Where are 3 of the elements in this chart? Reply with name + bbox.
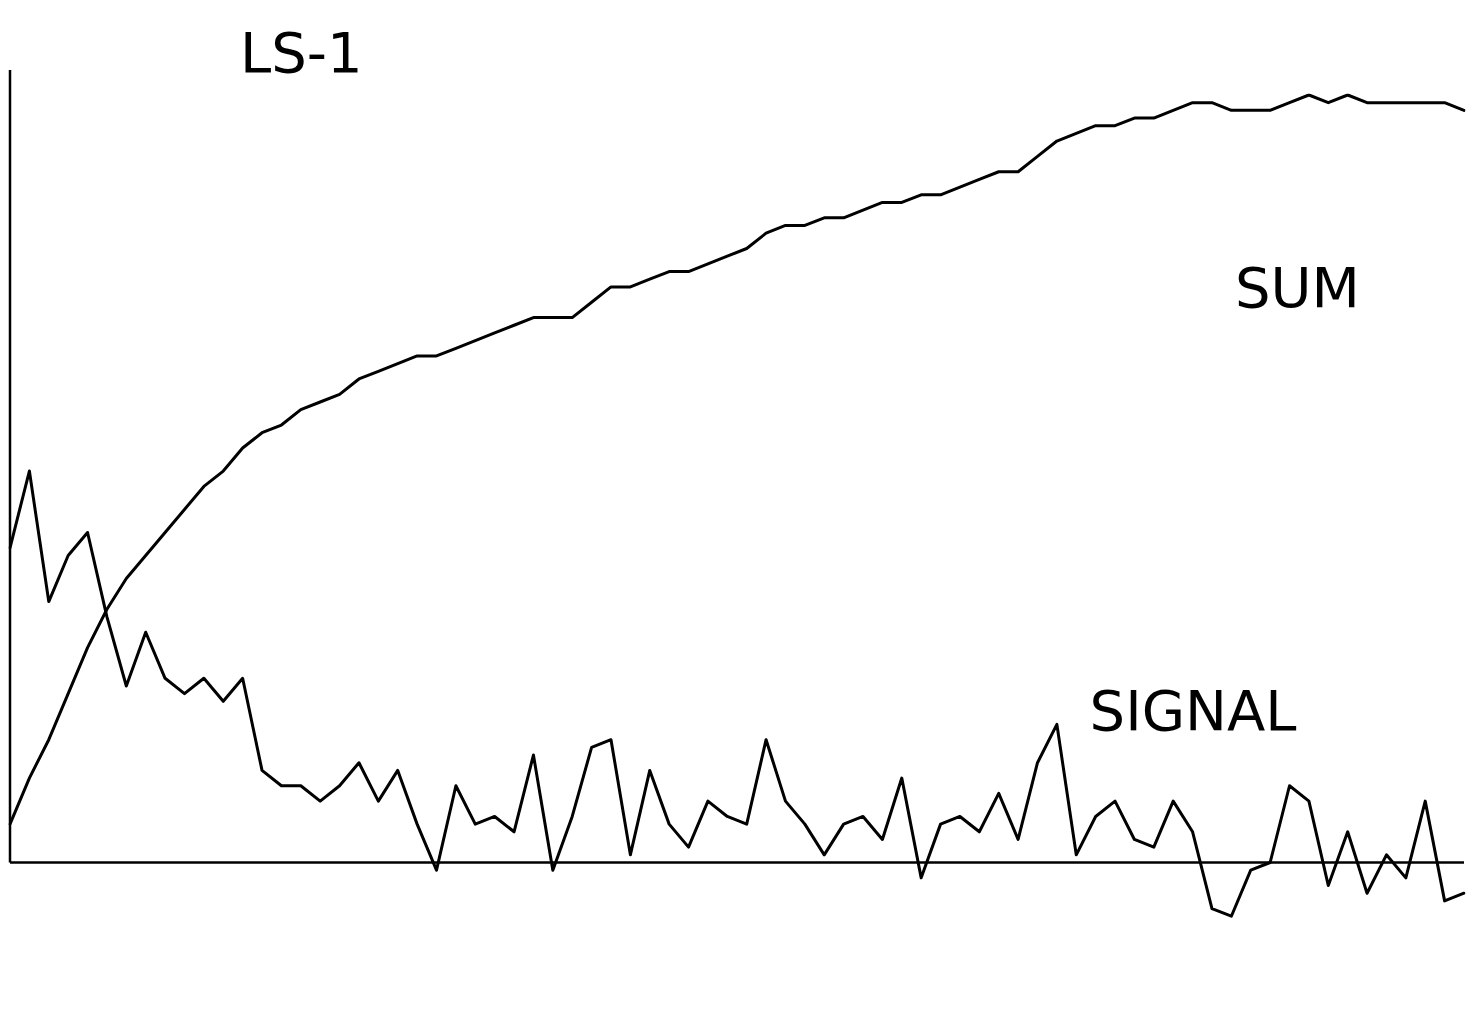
series-label: SIGNAL: [1089, 678, 1297, 744]
chart-title: LS-1: [240, 20, 363, 85]
text: SUM: [1234, 254, 1360, 320]
